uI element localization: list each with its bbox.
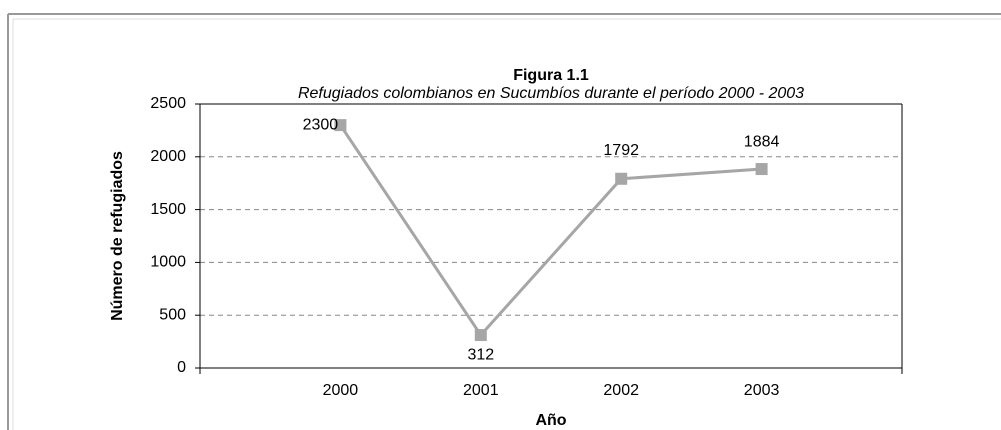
x-tick-label: 2001 (463, 382, 499, 399)
data-label: 312 (467, 346, 494, 363)
data-label: 1884 (744, 133, 780, 150)
data-label: 2300 (303, 116, 339, 133)
x-tick-label: 2000 (323, 382, 359, 399)
chart-subtitle: Refugiados colombianos en Sucumbíos dura… (298, 85, 804, 102)
x-axis-label: Año (535, 412, 566, 429)
data-marker (615, 172, 628, 185)
chart-title: Figura 1.1 (513, 67, 589, 84)
y-tick-label: 0 (177, 359, 186, 376)
data-label: 1792 (603, 142, 639, 159)
y-tick-label: 1000 (150, 254, 186, 271)
y-tick-label: 2000 (150, 148, 186, 165)
y-tick-label: 500 (159, 306, 186, 323)
data-marker (755, 163, 768, 176)
y-axis-label: Número de refugiados (109, 151, 126, 321)
data-marker (334, 119, 347, 132)
x-tick-label: 2002 (603, 382, 639, 399)
x-tick-label: 2003 (744, 382, 780, 399)
data-line (339, 124, 762, 338)
y-tick-label: 1500 (150, 201, 186, 218)
data-marker (474, 329, 487, 342)
y-tick-label: 2500 (150, 95, 186, 112)
